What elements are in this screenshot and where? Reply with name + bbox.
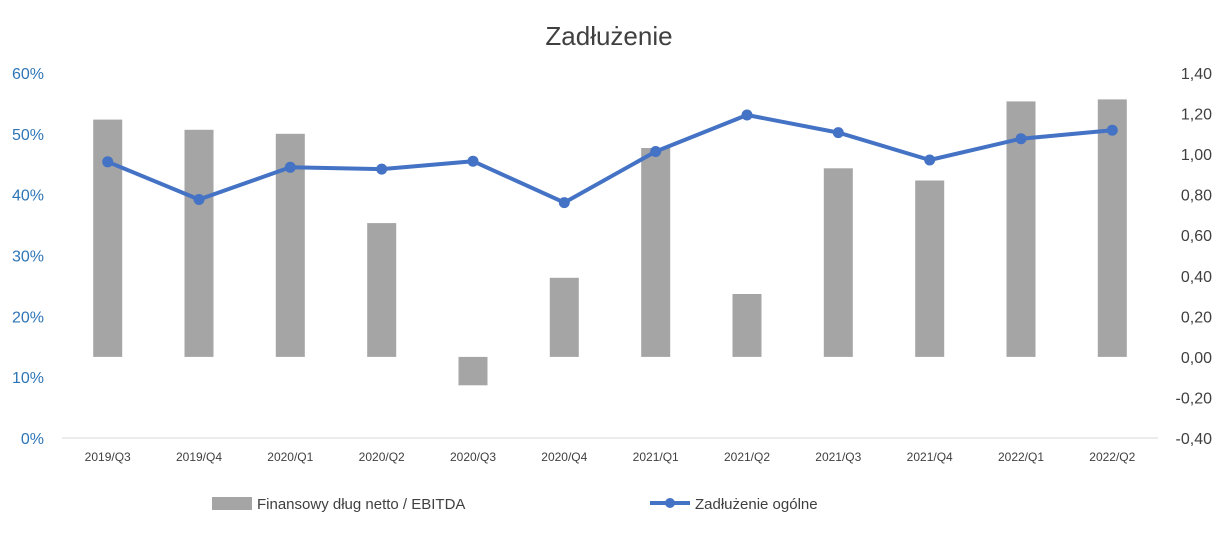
x-tick-label: 2020/Q3 <box>450 450 496 464</box>
x-tick-label: 2020/Q2 <box>359 450 405 464</box>
left-tick-label: 40% <box>12 188 44 205</box>
right-tick-label: 0,20 <box>1181 309 1212 326</box>
line-point-2020-Q3 <box>467 155 479 167</box>
line-point-2019-Q4 <box>193 194 205 205</box>
bar-2020-Q3 <box>458 356 488 386</box>
legend: Finansowy dług netto / EBITDA Zadłużenie… <box>212 496 818 513</box>
line-point-2021-Q2 <box>741 109 753 121</box>
bar-2021-Q4 <box>915 180 945 357</box>
line-point-2020-Q2 <box>376 163 388 175</box>
line-point-2020-Q1 <box>284 161 296 173</box>
line-point-2021-Q1 <box>650 146 662 157</box>
bar-2019-Q3 <box>93 119 123 357</box>
x-tick-label: 2019/Q4 <box>176 450 222 464</box>
legend-line-label: Zadłużenie ogólne <box>695 496 818 513</box>
bar-2019-Q4 <box>184 129 214 357</box>
legend-line-marker <box>665 498 675 508</box>
bar-2020-Q2 <box>367 223 397 357</box>
right-axis: -0,40 -0,20 0,00 0,20 0,40 0,60 0,80 1,00 1,20 1,… <box>1176 66 1213 448</box>
line-point-2020-Q4 <box>558 197 570 209</box>
left-axis: 0% 10% 20% 30% 40% 50% 60% <box>12 66 44 448</box>
bar-2020-Q4 <box>549 277 579 357</box>
right-tick-label: 0,60 <box>1181 228 1212 245</box>
x-tick-label: 2022/Q1 <box>998 450 1044 464</box>
bars-layer <box>93 99 1127 386</box>
left-tick-label: 50% <box>12 127 44 144</box>
right-tick-label: -0,40 <box>1176 431 1213 448</box>
right-tick-label: 0,80 <box>1181 188 1212 205</box>
x-tick-label: 2021/Q3 <box>815 450 861 464</box>
x-axis-labels: 2019/Q3 2019/Q4 2020/Q1 2020/Q2 2020/Q3 2020/… <box>85 450 1136 464</box>
chart-title: Zadłużenie <box>545 21 672 51</box>
bar-2021-Q3 <box>823 168 853 357</box>
right-tick-label: 0,00 <box>1181 350 1212 367</box>
line-series-zadluzenie <box>105 113 1115 205</box>
x-tick-label: 2020/Q1 <box>267 450 313 464</box>
line-point-2021-Q4 <box>924 154 936 166</box>
line-point-2021-Q3 <box>832 127 844 139</box>
bar-2021-Q1 <box>641 148 671 357</box>
right-tick-label: 1,00 <box>1181 147 1212 164</box>
right-tick-label: 0,40 <box>1181 269 1212 286</box>
x-tick-label: 2019/Q3 <box>85 450 131 464</box>
right-tick-label: 1,20 <box>1181 107 1212 124</box>
x-tick-label: 2021/Q2 <box>724 450 770 464</box>
legend-bar-label: Finansowy dług netto / EBITDA <box>257 496 465 513</box>
line-point-2019-Q3 <box>102 156 114 168</box>
right-tick-label: 1,40 <box>1181 66 1212 83</box>
bar-2022-Q2 <box>1097 99 1127 357</box>
bar-2021-Q2 <box>732 294 762 357</box>
x-tick-label: 2020/Q4 <box>541 450 587 464</box>
x-tick-label: 2021/Q4 <box>907 450 953 464</box>
line-point-2022-Q1 <box>1015 133 1027 145</box>
left-tick-label: 20% <box>12 309 44 326</box>
left-tick-label: 10% <box>12 370 44 387</box>
right-tick-label: -0,20 <box>1176 390 1213 407</box>
x-tick-label: 2021/Q1 <box>633 450 679 464</box>
legend-bar-swatch <box>212 497 252 510</box>
line-point-2022-Q2 <box>1106 124 1118 136</box>
left-tick-label: 0% <box>21 431 44 448</box>
line-layer <box>102 109 1118 209</box>
left-tick-label: 30% <box>12 249 44 266</box>
x-tick-label: 2022/Q2 <box>1089 450 1135 464</box>
left-tick-label: 60% <box>12 66 44 83</box>
